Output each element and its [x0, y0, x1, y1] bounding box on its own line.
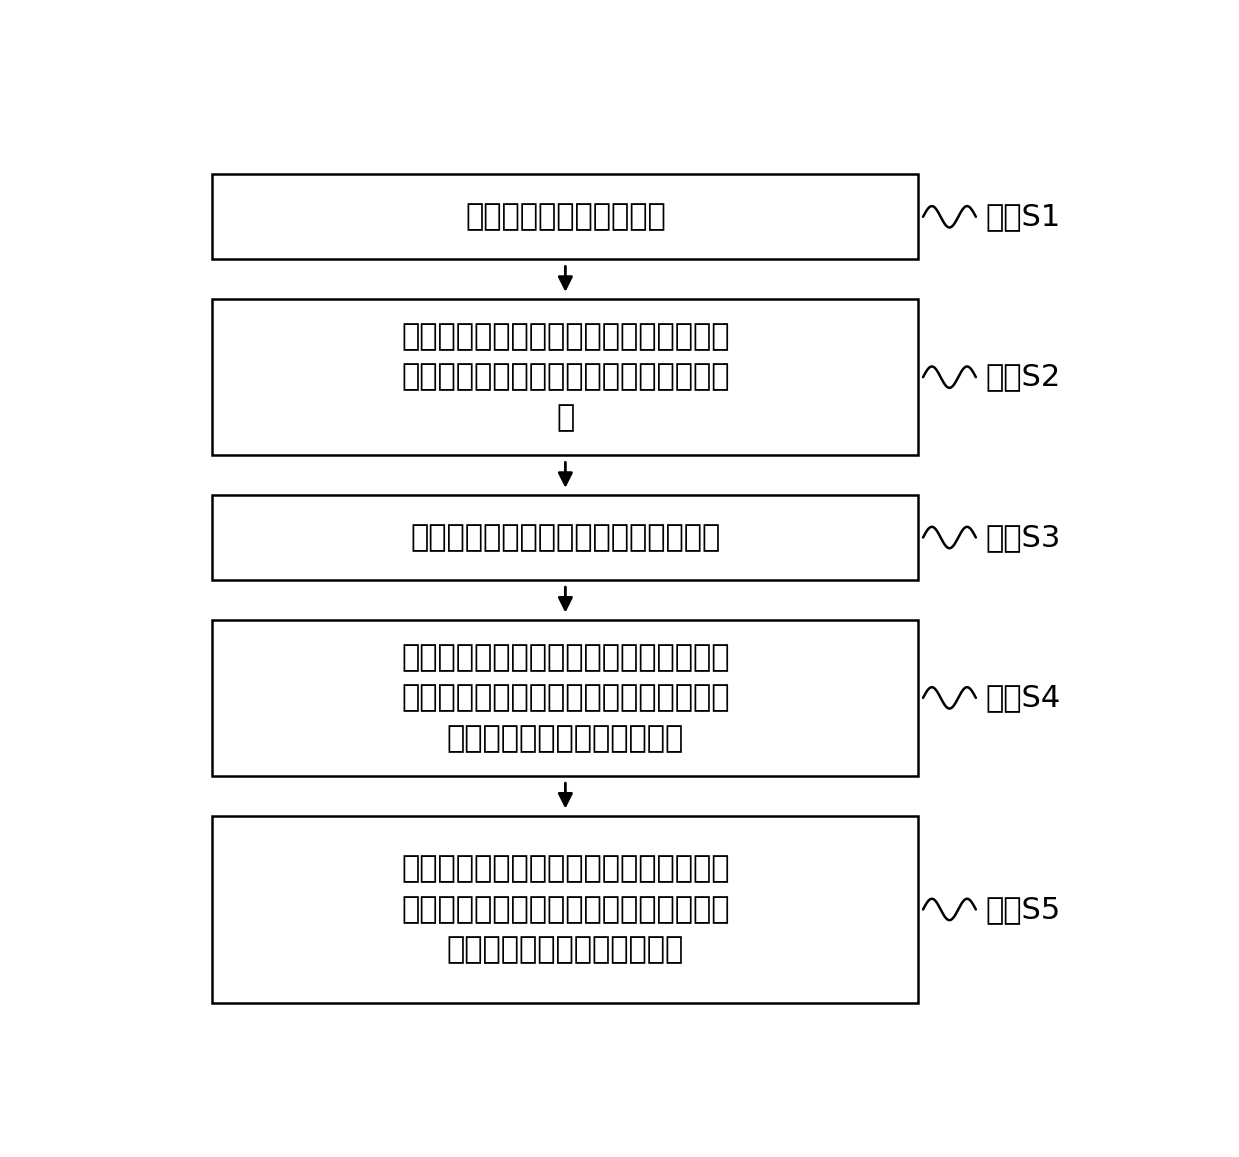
Text: 步骤S1: 步骤S1 [985, 202, 1061, 231]
Text: 步骤S5: 步骤S5 [985, 896, 1061, 924]
Text: 把纤维管依次穿过预处理区域、盖板、一
级分配板、二级分配板、底板中间的穿绳
孔: 把纤维管依次穿过预处理区域、盖板、一 级分配板、二级分配板、底板中间的穿绳 孔 [401, 322, 730, 433]
FancyBboxPatch shape [213, 816, 918, 1003]
Text: 开启收丝设备，使纤维管处于移动状态: 开启收丝设备，使纤维管处于移动状态 [410, 523, 721, 552]
Text: 步骤S4: 步骤S4 [985, 684, 1061, 713]
FancyBboxPatch shape [213, 620, 918, 776]
Text: 开启计量泵，使铸膜液由进料口进入，依
次通过一级分配板、底板和料腔，并由料
腔的出口挤出涂覆于纤维管上: 开启计量泵，使铸膜液由进料口进入，依 次通过一级分配板、底板和料腔，并由料 腔的… [401, 855, 730, 965]
Text: 把预处理液的进口相连，开启输送设备，
把预处理液充满预处理区域，并通过预处
理液进口回到预处理液存储区: 把预处理液的进口相连，开启输送设备， 把预处理液充满预处理区域，并通过预处 理液… [401, 643, 730, 753]
FancyBboxPatch shape [213, 175, 918, 259]
Text: 把喷丝板固定在计量泵上: 把喷丝板固定在计量泵上 [465, 202, 665, 231]
FancyBboxPatch shape [213, 300, 918, 455]
FancyBboxPatch shape [213, 495, 918, 580]
Text: 步骤S2: 步骤S2 [985, 362, 1061, 392]
Text: 步骤S3: 步骤S3 [985, 523, 1061, 552]
